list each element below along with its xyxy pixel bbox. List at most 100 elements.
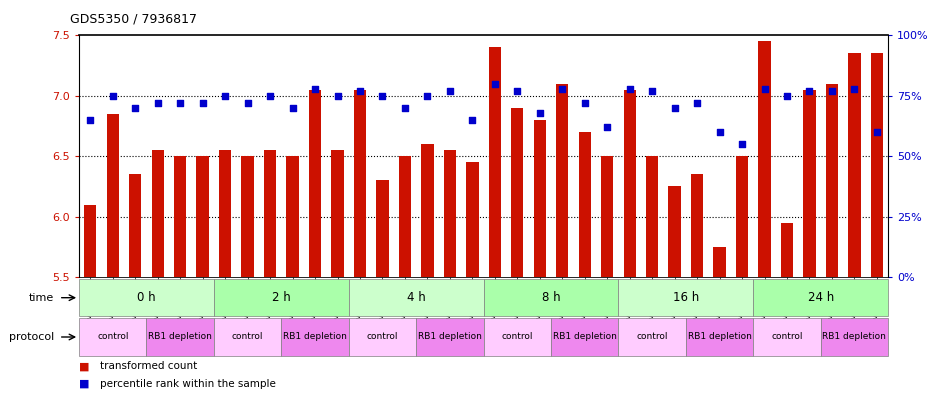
Point bbox=[622, 85, 637, 92]
Bar bbox=[713, 247, 725, 277]
Bar bbox=[152, 150, 164, 277]
Point bbox=[667, 105, 682, 111]
Text: time: time bbox=[29, 293, 54, 303]
Bar bbox=[736, 156, 749, 277]
Bar bbox=[534, 120, 546, 277]
Bar bbox=[601, 156, 614, 277]
Bar bbox=[242, 156, 254, 277]
Point bbox=[195, 100, 210, 106]
Text: transformed count: transformed count bbox=[100, 362, 197, 371]
Bar bbox=[79, 279, 214, 316]
Text: protocol: protocol bbox=[9, 332, 54, 342]
Bar bbox=[753, 279, 888, 316]
Point bbox=[757, 85, 772, 92]
Bar bbox=[484, 318, 551, 356]
Bar bbox=[399, 156, 411, 277]
Bar bbox=[618, 318, 685, 356]
Point bbox=[286, 105, 300, 111]
Bar bbox=[147, 318, 214, 356]
Bar bbox=[870, 53, 883, 277]
Bar bbox=[488, 48, 501, 277]
Point bbox=[105, 93, 120, 99]
Text: RB1 depletion: RB1 depletion bbox=[148, 332, 212, 342]
Text: RB1 depletion: RB1 depletion bbox=[418, 332, 482, 342]
Bar bbox=[618, 279, 753, 316]
Bar bbox=[309, 90, 321, 277]
Point bbox=[712, 129, 727, 135]
Point bbox=[443, 88, 458, 94]
Point bbox=[330, 93, 345, 99]
Point bbox=[578, 100, 592, 106]
Bar bbox=[353, 90, 366, 277]
Text: RB1 depletion: RB1 depletion bbox=[822, 332, 886, 342]
Bar bbox=[623, 90, 636, 277]
Text: 8 h: 8 h bbox=[541, 291, 561, 304]
Point bbox=[802, 88, 817, 94]
Bar bbox=[820, 318, 888, 356]
Point bbox=[83, 117, 98, 123]
Bar bbox=[264, 150, 276, 277]
Bar bbox=[349, 279, 484, 316]
Bar bbox=[416, 318, 484, 356]
Bar bbox=[512, 108, 524, 277]
Bar bbox=[444, 150, 456, 277]
Text: RB1 depletion: RB1 depletion bbox=[283, 332, 347, 342]
Text: 2 h: 2 h bbox=[272, 291, 291, 304]
Bar bbox=[286, 156, 299, 277]
Bar bbox=[826, 84, 838, 277]
Text: percentile rank within the sample: percentile rank within the sample bbox=[100, 379, 275, 389]
Point bbox=[600, 124, 615, 130]
Bar bbox=[753, 318, 820, 356]
Text: 16 h: 16 h bbox=[672, 291, 699, 304]
Text: control: control bbox=[771, 332, 803, 342]
Bar bbox=[758, 41, 771, 277]
Point bbox=[510, 88, 525, 94]
Point bbox=[779, 93, 794, 99]
Bar bbox=[84, 205, 97, 277]
Text: ■: ■ bbox=[79, 362, 89, 371]
Point bbox=[151, 100, 166, 106]
Point bbox=[825, 88, 840, 94]
Bar bbox=[79, 318, 147, 356]
Point bbox=[173, 100, 188, 106]
Bar bbox=[551, 318, 618, 356]
Bar bbox=[556, 84, 568, 277]
Bar bbox=[669, 186, 681, 277]
Bar bbox=[281, 318, 349, 356]
Point bbox=[870, 129, 884, 135]
Text: 4 h: 4 h bbox=[406, 291, 426, 304]
Text: control: control bbox=[636, 332, 668, 342]
Text: ■: ■ bbox=[79, 379, 89, 389]
Point bbox=[127, 105, 142, 111]
Point bbox=[644, 88, 659, 94]
Point bbox=[352, 88, 367, 94]
Bar bbox=[804, 90, 816, 277]
Bar bbox=[107, 114, 119, 277]
Point bbox=[397, 105, 412, 111]
Bar bbox=[484, 279, 618, 316]
Point bbox=[555, 85, 570, 92]
Point bbox=[735, 141, 750, 147]
Bar bbox=[578, 132, 591, 277]
Text: GDS5350 / 7936817: GDS5350 / 7936817 bbox=[70, 13, 197, 26]
Bar bbox=[691, 174, 703, 277]
Text: 24 h: 24 h bbox=[807, 291, 834, 304]
Bar bbox=[685, 318, 753, 356]
Point bbox=[690, 100, 705, 106]
Bar bbox=[219, 150, 232, 277]
Point bbox=[487, 81, 502, 87]
Bar bbox=[214, 318, 281, 356]
Point bbox=[532, 110, 547, 116]
Bar bbox=[196, 156, 209, 277]
Text: RB1 depletion: RB1 depletion bbox=[687, 332, 751, 342]
Bar bbox=[349, 318, 417, 356]
Text: RB1 depletion: RB1 depletion bbox=[552, 332, 617, 342]
Bar bbox=[466, 162, 479, 277]
Bar bbox=[421, 144, 433, 277]
Text: control: control bbox=[232, 332, 263, 342]
Text: control: control bbox=[366, 332, 398, 342]
Text: control: control bbox=[97, 332, 128, 342]
Point bbox=[465, 117, 480, 123]
Point bbox=[262, 93, 277, 99]
Point bbox=[218, 93, 232, 99]
